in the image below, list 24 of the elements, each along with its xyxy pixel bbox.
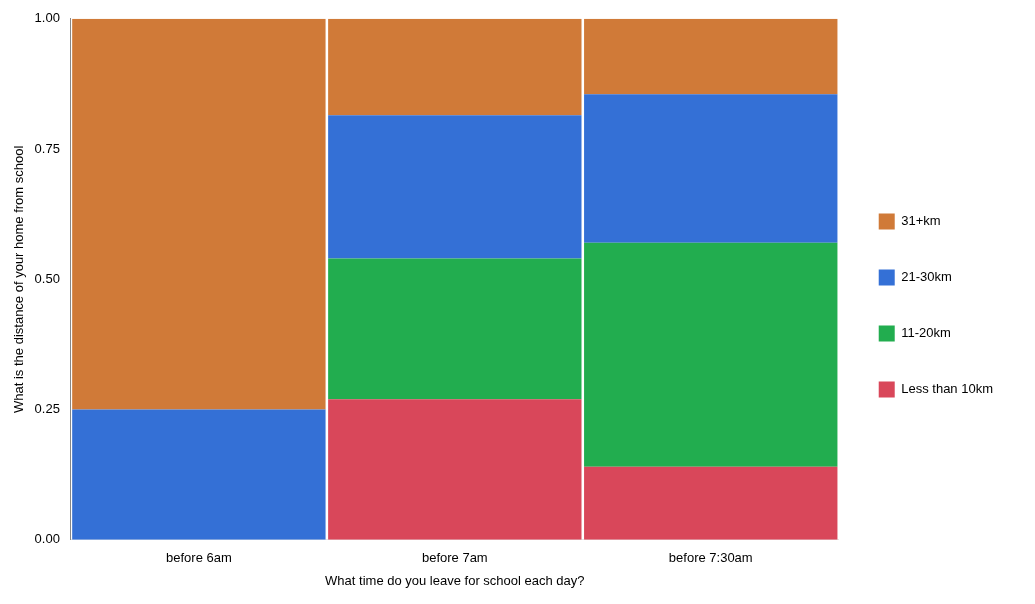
bar — [584, 94, 838, 243]
bar — [72, 409, 326, 540]
y-tick-label: 1.00 — [34, 10, 60, 26]
y-axis-title: What is the distance of your home from school — [11, 145, 27, 413]
legend-label: 21-30km — [901, 269, 952, 285]
x-tick-label: before 7am — [421, 550, 488, 566]
x-tick-label: before 6am — [165, 550, 232, 566]
y-tick-label: 0.25 — [34, 401, 60, 417]
bar — [328, 258, 582, 400]
bar — [328, 399, 582, 540]
legend-label: 11-20km — [901, 325, 951, 341]
legend-label: Less than 10km — [901, 381, 994, 397]
y-tick-label: 0.50 — [34, 270, 60, 286]
bar — [584, 18, 838, 95]
bar — [328, 115, 582, 259]
y-tick-label: 0.75 — [34, 140, 60, 156]
x-tick-label: before 7:30am — [668, 550, 753, 566]
bar — [328, 18, 582, 116]
x-axis-title: What time do you leave for school each day? — [325, 572, 585, 588]
bar — [72, 18, 326, 410]
y-tick-label: 0.00 — [34, 531, 60, 547]
bar — [584, 242, 838, 467]
bar — [584, 466, 838, 540]
legend-label: 31+km — [901, 213, 941, 229]
